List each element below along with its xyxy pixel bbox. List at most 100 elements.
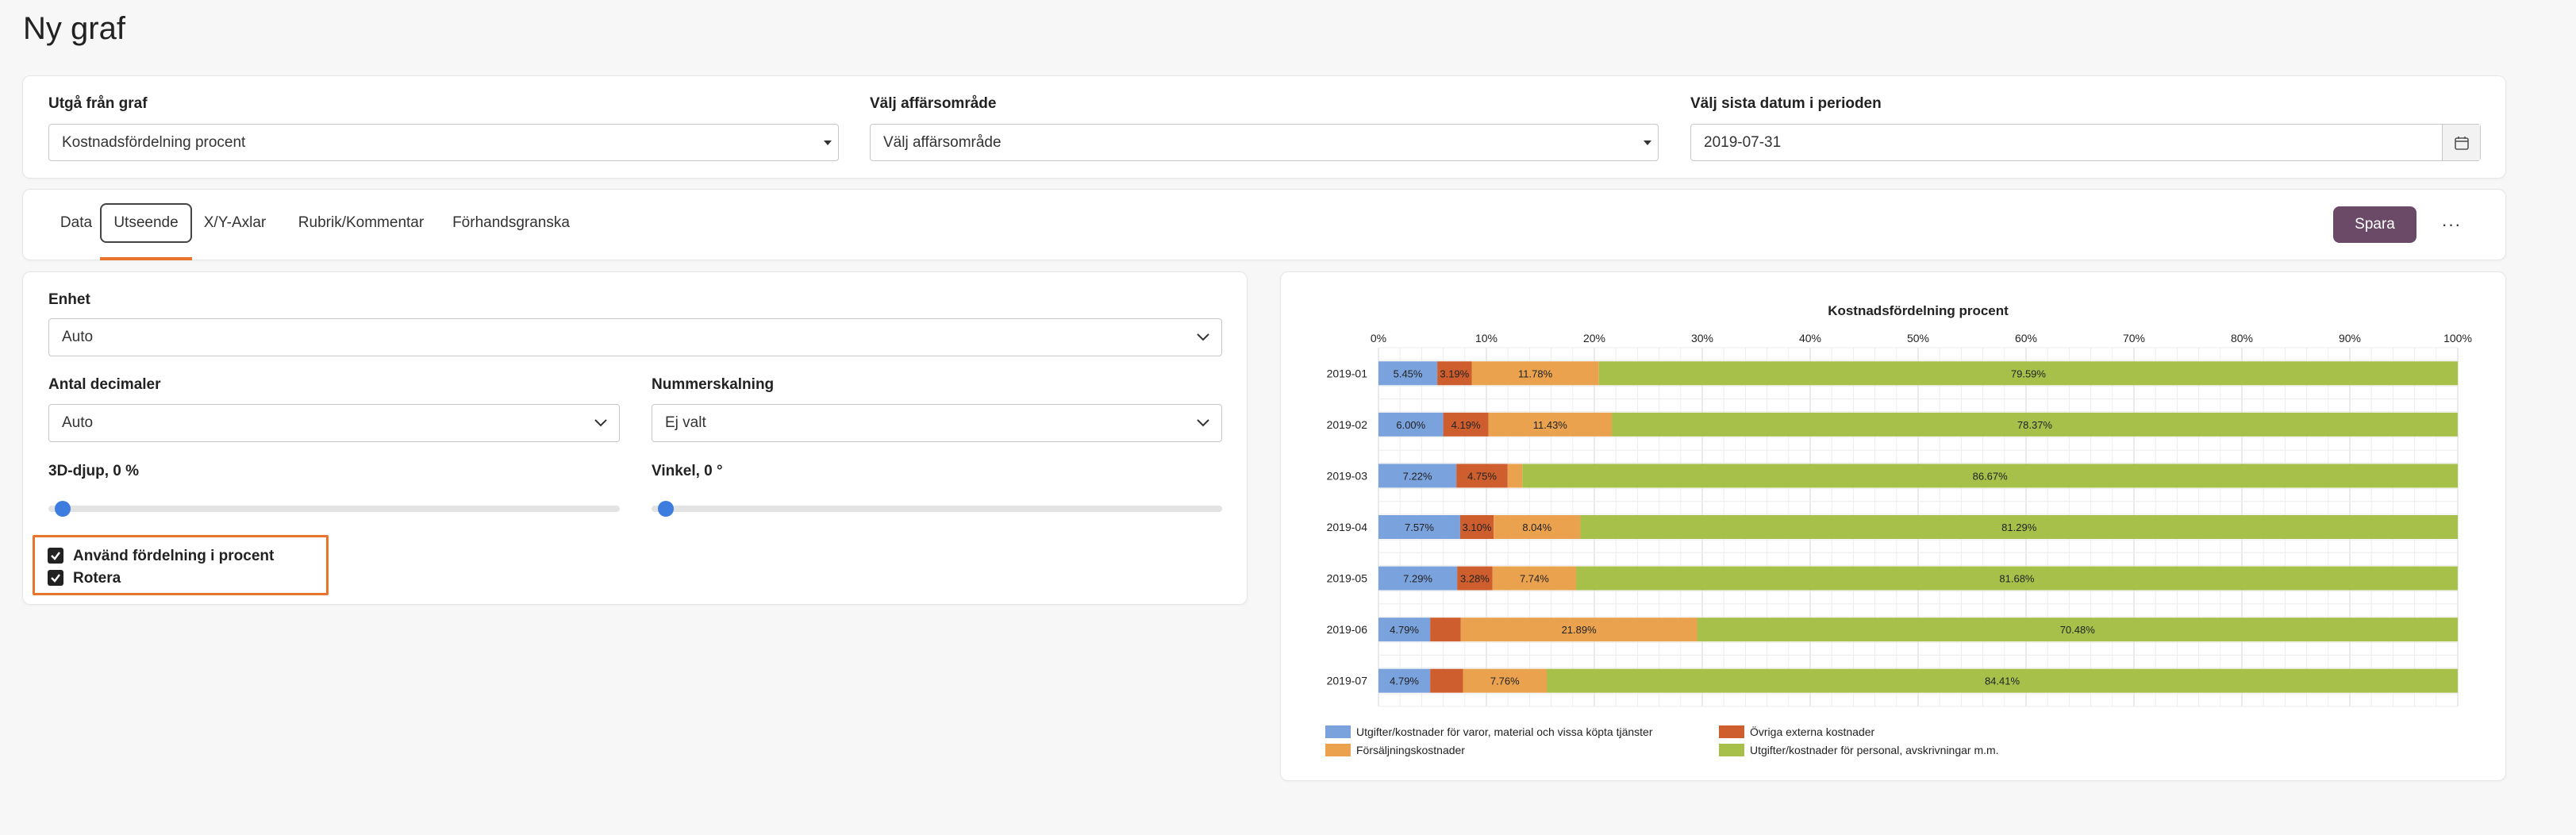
tab-utseende[interactable]: Utseende <box>100 203 192 243</box>
tab-data[interactable]: Data <box>60 214 93 231</box>
page-title: Ny graf <box>23 11 125 46</box>
data-label: 78.37% <box>2017 419 2053 431</box>
data-label: 4.75% <box>1467 470 1497 482</box>
decimals-label: Antal decimaler <box>48 376 161 393</box>
chevron-down-icon <box>1197 419 1209 427</box>
legend-label: Utgifter/kostnader för varor, material o… <box>1356 725 1653 738</box>
chevron-down-icon <box>1197 333 1209 341</box>
x-tick-label: 20% <box>1583 332 1605 344</box>
business-area-label: Välj affärsområde <box>870 95 997 112</box>
chart: Kostnadsfördelning procent 0% 10% 20% 30% 40%… <box>1325 303 2472 756</box>
bar-segment <box>1430 618 1461 642</box>
data-label: 81.68% <box>1999 573 2035 585</box>
last-date-value: 2019-07-31 <box>1704 133 1782 151</box>
data-label: 7.57% <box>1405 521 1434 533</box>
data-label: 11.43% <box>1533 419 1568 431</box>
data-label: 11.78% <box>1518 367 1553 379</box>
bar-segment <box>1378 515 1460 539</box>
bar-segment <box>1612 412 2458 437</box>
tab-preview[interactable]: Förhandsgranska <box>452 214 570 231</box>
use-percent-checkbox[interactable] <box>48 548 63 564</box>
bar-segment <box>1460 618 1697 642</box>
bar-segment <box>1507 464 1523 488</box>
angle-slider[interactable] <box>652 506 1222 512</box>
x-tick-label: 70% <box>2123 332 2145 344</box>
unit-label: Enhet <box>48 291 90 308</box>
data-label: 7.22% <box>1403 470 1432 482</box>
data-label: 4.19% <box>1451 419 1481 431</box>
bar-segment <box>1598 361 2459 386</box>
legend-label: Övriga externa kostnader <box>1750 725 1875 738</box>
last-date-label: Välj sista datum i perioden <box>1690 95 1882 112</box>
rotate-label: Rotera <box>73 570 121 587</box>
bar-segment <box>1522 464 2458 488</box>
y-category-label: 2019-02 <box>1327 418 1368 431</box>
bar-segment <box>1547 668 2458 693</box>
bar-segment <box>1580 515 2458 539</box>
business-area-select[interactable]: Välj affärsområde <box>870 124 1659 161</box>
highlight-box <box>33 535 329 595</box>
angle-slider-thumb[interactable] <box>658 501 674 517</box>
chart-title: Kostnadsfördelning procent <box>1828 303 2009 318</box>
scaling-label: Nummerskalning <box>652 376 775 393</box>
data-label: 4.79% <box>1390 624 1419 636</box>
data-label: 7.29% <box>1403 573 1432 585</box>
bar-segment <box>1457 566 1493 591</box>
use-percent-label: Använd fördelning i procent <box>73 548 275 564</box>
calendar-button[interactable] <box>2442 125 2480 160</box>
tab-title-comment[interactable]: Rubrik/Kommentar <box>298 214 425 231</box>
y-category-label: 2019-05 <box>1327 572 1368 585</box>
data-label: 3.28% <box>1460 573 1490 585</box>
legend-label: Utgifter/kostnader för personal, avskriv… <box>1750 744 1999 756</box>
legend-swatch <box>1325 744 1351 756</box>
x-tick-label: 10% <box>1475 332 1498 344</box>
depth-slider-thumb[interactable] <box>55 501 71 517</box>
more-options-button[interactable]: ··· <box>2441 214 2462 234</box>
data-label: 5.45% <box>1394 367 1423 379</box>
bar-segment <box>1576 566 2458 591</box>
legend-swatch <box>1719 744 1744 756</box>
data-label: 84.41% <box>1985 675 2020 687</box>
depth-slider[interactable] <box>48 506 620 512</box>
data-label: 7.76% <box>1490 675 1520 687</box>
bar-segment <box>1494 515 1581 539</box>
legend-label: Försäljningskostnader <box>1356 744 1465 756</box>
bar-segment <box>1488 412 1613 437</box>
y-category-label: 2019-03 <box>1327 469 1368 482</box>
data-label: 79.59% <box>2011 367 2047 379</box>
tab-axes[interactable]: X/Y-Axlar <box>203 214 267 231</box>
scaling-select[interactable]: Ej valt <box>652 404 1222 442</box>
base-graph-select[interactable]: Kostnadsfördelning procent <box>48 124 839 161</box>
y-category-label: 2019-01 <box>1327 367 1368 379</box>
x-tick-label: 50% <box>1907 332 1929 344</box>
x-tick-label: 30% <box>1691 332 1713 344</box>
data-label: 7.74% <box>1520 573 1549 585</box>
scaling-value: Ej valt <box>665 414 706 431</box>
data-label: 3.19% <box>1440 367 1469 379</box>
save-button[interactable]: Spara <box>2333 206 2416 243</box>
checkmark-icon <box>51 574 60 583</box>
caret-down-icon <box>824 140 832 145</box>
bar-segment <box>1378 618 1431 642</box>
x-tick-label: 0% <box>1371 332 1386 344</box>
bar-segment <box>1459 515 1494 539</box>
bar-segment <box>1443 412 1489 437</box>
x-tick-label: 60% <box>2015 332 2037 344</box>
legend-swatch <box>1719 725 1744 738</box>
x-tick-label: 40% <box>1799 332 1821 344</box>
decimals-select[interactable]: Auto <box>48 404 620 442</box>
bar-segment <box>1378 464 1457 488</box>
bar-segment <box>1697 618 2458 642</box>
data-label: 70.48% <box>2060 624 2096 636</box>
rotate-checkbox[interactable] <box>48 570 63 586</box>
bar-segment <box>1378 412 1444 437</box>
data-label: 3.10% <box>1463 521 1492 533</box>
chevron-down-icon <box>594 419 607 427</box>
unit-select[interactable]: Auto <box>48 318 1222 356</box>
unit-value: Auto <box>62 329 94 345</box>
calendar-icon <box>2454 136 2469 150</box>
x-tick-label: 100% <box>2443 332 2472 344</box>
last-date-input[interactable]: 2019-07-31 <box>1690 124 2481 161</box>
business-area-value: Välj affärsområde <box>883 133 1002 151</box>
decimals-value: Auto <box>62 414 94 431</box>
